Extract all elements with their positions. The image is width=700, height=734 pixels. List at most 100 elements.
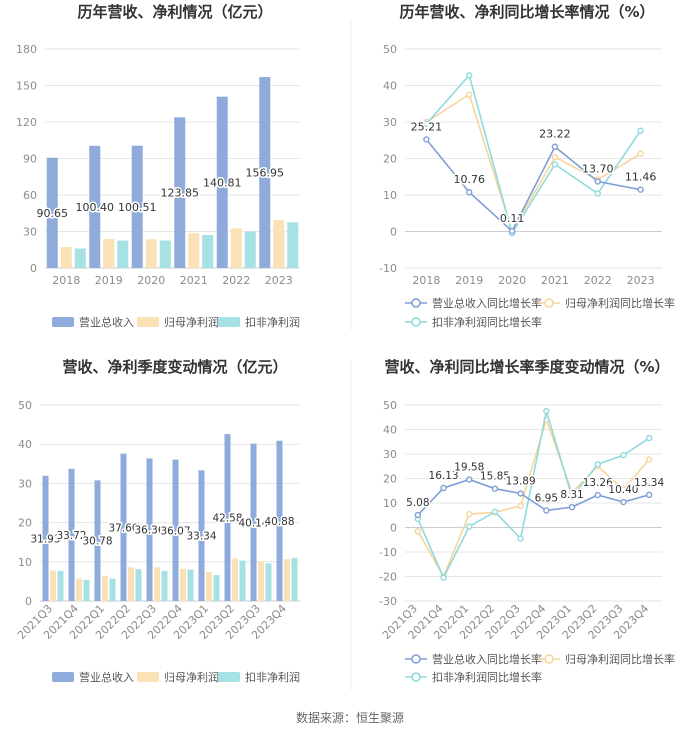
bar-1 [276,440,283,601]
legend-swatch [52,672,74,682]
y-tick-label: 30 [383,448,397,461]
legend-label: 扣非净利润 [245,670,300,684]
data-point [440,484,447,492]
line-value-label: 10.40 [608,484,638,496]
y-tick-label: 10 [383,497,397,510]
bar-2 [258,561,264,601]
legend-label: 归母净利润 [164,670,219,684]
bar-2 [60,247,72,268]
bar-2 [230,228,242,268]
bar-value-label: 40.14 [238,517,268,529]
bar-1 [42,475,49,601]
y-tick-label: 30 [18,477,32,490]
data-point [466,91,473,98]
bar-1 [146,458,153,601]
bar-value-label: 123.85 [161,187,200,200]
bar-value-label: 100.51 [118,201,157,214]
bar-2 [154,567,160,601]
bar-3 [239,560,246,601]
bar-3 [202,235,214,268]
line-value-label: 13.34 [634,477,664,489]
chart1-title: 历年营收、净利情况（亿元） [77,3,272,21]
bar-1 [250,443,257,601]
bar-1 [68,468,75,601]
y-tick-label: 120 [16,116,37,129]
chart4-title: 营收、净利同比增长率季度变动情况（%） [384,358,669,376]
bar-1 [174,117,186,269]
y-tick-label: 50 [383,399,397,412]
bar-3 [117,240,129,268]
x-tick-label: 2020 [498,274,526,287]
bar-value-label: 40.88 [264,516,294,528]
y-tick-label: 60 [23,189,37,202]
bar-value-label: 100.40 [76,201,115,214]
y-tick-label: 50 [18,399,32,412]
y-tick-label: 20 [383,153,397,166]
data-point [551,143,559,150]
y-tick-label: 0 [30,262,37,275]
data-point [594,491,601,499]
legend-label: 营业总收入同比增长率 [432,296,542,310]
x-tick-label: 2020 [137,274,165,287]
y-tick-label: 150 [16,80,37,93]
bar-3 [57,570,64,601]
legend-label: 扣非净利润 [245,315,300,329]
data-point [423,120,430,128]
line-value-label: 10.76 [454,173,486,186]
data-point [423,136,430,143]
data-point [594,178,601,185]
y-tick-label: -10 [379,546,397,559]
y-tick-label: 20 [18,517,32,530]
bar-1 [259,77,271,269]
y-tick-label: 40 [18,438,32,451]
chart3-title: 营收、净利季度变动情况（亿元） [62,358,287,376]
data-point [517,502,524,510]
data-point [414,511,422,519]
bar-1 [216,96,228,268]
bar-2 [128,567,134,601]
data-point [645,491,653,499]
data-point [568,503,576,511]
data-point [620,486,627,493]
legend-label: 营业总收入同比增长率 [432,652,542,666]
y-tick-label: 40 [383,80,397,93]
series-line-2 [425,93,641,234]
line-value-label: 0.11 [500,212,525,225]
y-tick-label: 50 [383,43,397,56]
bar-value-label: 30.78 [82,536,112,548]
line-value-label: 11.46 [625,171,657,184]
line-value-label: 15.85 [480,471,510,483]
bar-2 [180,568,186,601]
data-point [594,190,601,197]
legend-label: 归母净利润同比增长率 [565,296,675,310]
bar-3 [213,575,220,601]
y-tick-label: 30 [383,116,397,129]
line-value-label: 5.08 [406,497,429,509]
bar-3 [83,579,90,601]
bar-value-label: 36.36 [134,525,164,537]
x-tick-label: 2018 [52,274,80,287]
data-point [440,574,447,581]
series-line-3 [417,410,650,580]
bar-3 [109,578,116,601]
legend-marker [411,654,421,664]
line-value-label: 13.89 [506,475,536,487]
legend-marker [411,298,421,308]
x-tick-label: 2019 [95,274,123,287]
data-point [645,434,653,442]
y-tick-label: 0 [25,595,32,608]
bar-2 [232,558,238,601]
data-point [645,456,653,463]
bar-2 [206,571,212,601]
series-line-1 [417,478,650,516]
bar-1 [120,453,127,601]
legend-label: 扣非净利润同比增长率 [432,315,542,329]
data-point [466,72,473,79]
x-tick-label: 2023 [265,274,293,287]
legend-swatch [218,317,240,327]
data-point [466,189,473,196]
bar-value-label: 140.81 [203,176,242,189]
bar-value-label: 33.34 [186,531,216,543]
data-point [543,507,550,514]
